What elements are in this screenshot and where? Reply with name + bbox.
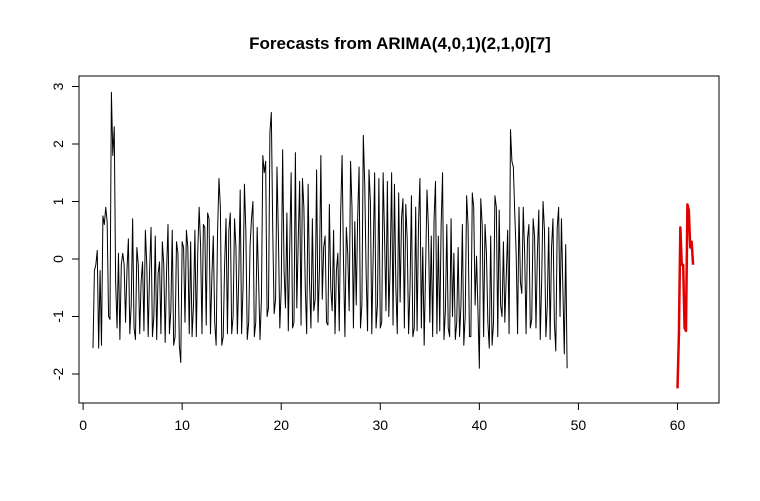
x-tick-label: 30 bbox=[373, 417, 389, 433]
x-tick-label: 0 bbox=[79, 417, 87, 433]
y-tick-label: -1 bbox=[50, 310, 66, 323]
y-axis: -2 -1 0 1 2 3 bbox=[50, 82, 79, 380]
y-tick-label: -2 bbox=[50, 368, 66, 381]
x-axis: 0 10 20 30 40 50 60 bbox=[79, 403, 685, 433]
x-tick-label: 40 bbox=[472, 417, 488, 433]
x-tick-label: 10 bbox=[174, 417, 190, 433]
y-tick-label: 2 bbox=[50, 140, 66, 148]
x-tick-label: 50 bbox=[571, 417, 587, 433]
plot-frame bbox=[78, 75, 720, 404]
x-tick-label: 20 bbox=[273, 417, 289, 433]
forecast-series-line bbox=[676, 203, 695, 389]
series-layer bbox=[92, 91, 695, 389]
observed-series-line bbox=[92, 91, 568, 369]
y-tick-label: 0 bbox=[50, 255, 66, 263]
y-tick-label: 3 bbox=[50, 82, 66, 90]
x-tick-label: 60 bbox=[670, 417, 686, 433]
chart-title: Forecasts from ARIMA(4,0,1)(2,1,0)[7] bbox=[249, 34, 551, 53]
y-tick-label: 1 bbox=[50, 197, 66, 205]
